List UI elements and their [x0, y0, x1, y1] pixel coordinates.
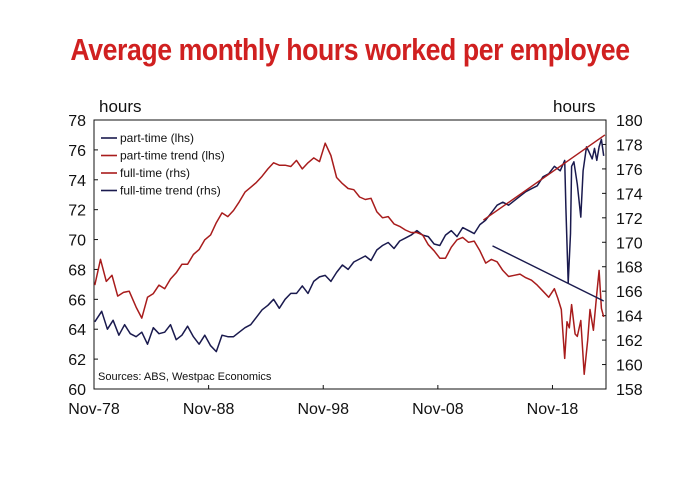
right-tick-label: 174 [616, 186, 643, 203]
x-tick-label: Nov-88 [183, 401, 235, 418]
right-tick-label: 160 [616, 358, 643, 375]
left-tick-label: 72 [68, 203, 86, 220]
right-tick-label: 170 [616, 235, 643, 252]
left-tick-label: 76 [68, 143, 86, 160]
right-tick-label: 164 [616, 309, 643, 326]
chart-title: Average monthly hours worked per employe… [70, 32, 630, 67]
right-tick-label: 158 [616, 382, 643, 399]
plot-frame [93, 119, 607, 390]
legend-entry: part-time trend (lhs) [120, 149, 225, 163]
legend-entry: part-time (lhs) [120, 131, 194, 145]
left-tick-label: 66 [68, 292, 86, 309]
axes-group: 60 62 64 66 68 70 72 74 76 78 158 160 162 164 166 168 17… [68, 113, 643, 418]
series-line-full-time-rhs [94, 142, 605, 376]
legend-entry: full-time (rhs) [120, 166, 190, 180]
left-tick-label: 68 [68, 262, 86, 279]
x-tick-label: Nov-98 [297, 401, 349, 418]
legend-entry: full-time trend (rhs) [120, 184, 221, 198]
left-tick-label: 70 [68, 233, 86, 250]
left-tick-label: 78 [68, 113, 86, 130]
left-tick-label: 74 [68, 173, 86, 190]
series-group [94, 134, 606, 376]
right-axis-unit-label: hours [553, 97, 596, 116]
x-tick-label: Nov-78 [68, 401, 120, 418]
legend: part-time (lhs) part-time trend (lhs) full… [101, 131, 225, 198]
left-tick-label: 62 [68, 352, 86, 369]
right-tick-label: 180 [616, 113, 643, 130]
right-tick-label: 176 [616, 162, 643, 179]
left-axis-unit-label: hours [99, 97, 142, 116]
source-note: Sources: ABS, Westpac Economics [98, 371, 272, 383]
right-tick-label: 178 [616, 137, 643, 154]
right-tick-label: 162 [616, 333, 643, 350]
series-line-full-time-trend-rhs [492, 245, 605, 302]
left-tick-label: 60 [68, 382, 86, 399]
right-tick-label: 166 [616, 284, 643, 301]
right-tick-label: 168 [616, 260, 643, 277]
x-tick-label: Nov-18 [527, 401, 579, 418]
x-tick-label: Nov-08 [412, 401, 464, 418]
right-tick-label: 172 [616, 211, 643, 228]
left-tick-label: 64 [68, 322, 86, 339]
series-line-part-time-trend-lhs [482, 134, 606, 221]
